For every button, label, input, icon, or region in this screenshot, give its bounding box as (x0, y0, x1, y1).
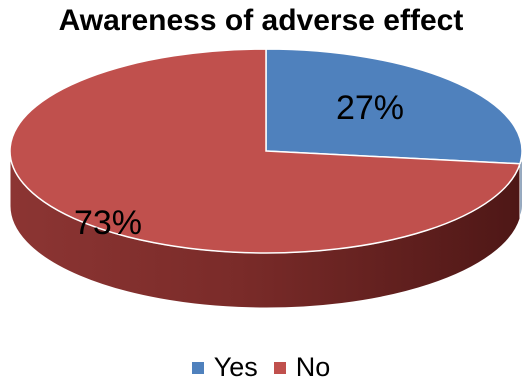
pie-slice-yes (265, 48, 522, 165)
legend-swatch-yes (191, 361, 204, 374)
legend-item-no: No (273, 352, 331, 383)
data-label-no: 73% (74, 204, 142, 242)
legend-label-yes: Yes (213, 352, 258, 382)
legend: Yes No (0, 352, 522, 383)
pie-slice-no (9, 48, 521, 254)
data-label-yes: 27% (336, 89, 404, 127)
legend-label-no: No (295, 352, 331, 382)
legend-swatch-no (273, 361, 286, 374)
legend-item-yes: Yes (191, 352, 258, 383)
chart-title: Awareness of adverse effect (58, 4, 464, 37)
